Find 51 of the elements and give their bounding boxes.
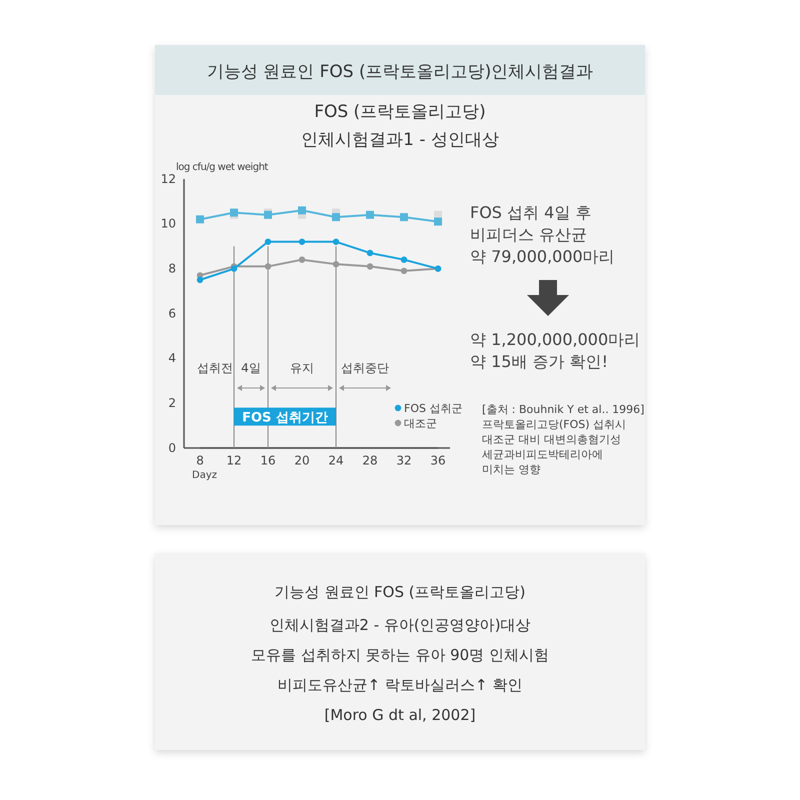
point <box>264 238 272 245</box>
x-tick-label: 28 <box>362 454 378 468</box>
y-tick-label: 6 <box>168 306 176 320</box>
point <box>366 250 374 256</box>
y-tick-label: 4 <box>168 351 176 366</box>
point <box>332 260 340 268</box>
y-tick-label: 12 <box>160 172 176 186</box>
point <box>298 238 306 245</box>
annotation: 4일 <box>241 361 261 375</box>
point <box>400 213 408 222</box>
y-axis-title: log cfu/g wet weight <box>176 162 268 173</box>
legend-label: 대조군 <box>404 417 437 430</box>
text: 약 1,200,000,000마리 약 15배 증가 확인! <box>470 330 640 371</box>
point <box>400 256 408 263</box>
point <box>332 238 340 245</box>
point <box>264 263 272 270</box>
chart-title: 기능성 원료인 FOS (프락토올리고당)인체시험결과 <box>206 62 594 82</box>
text: FOS 섭취 4일 후 비피더스 유산균 약 79,000,000마리 <box>470 203 615 266</box>
text: 모유를 섭취하지 못하는 유아 90명 인체시험 <box>251 646 549 664</box>
text: 인체시험결과2 - 유아(인공영양아)대상 <box>269 616 531 634</box>
text: 비피도유산균↑ 락토바실러스↑ 확인 <box>278 676 522 694</box>
band-label: FOS 섭취기간 <box>242 410 328 426</box>
y-tick-label: 8 <box>168 262 176 276</box>
x-axis-title: Dayz <box>192 470 217 481</box>
point <box>298 206 306 214</box>
x-tick-label: 8 <box>196 454 204 468</box>
x-tick-label: 24 <box>328 454 344 468</box>
x-tick-label: 12 <box>226 454 242 468</box>
point <box>332 213 340 222</box>
point <box>196 215 204 224</box>
x-tick-label: 16 <box>260 454 276 468</box>
chart-subtitle: FOS (프락토올리고당) 인체시험결과1 - 성인대상 <box>301 102 499 150</box>
point <box>196 276 204 284</box>
x-tick-label: 20 <box>294 454 310 468</box>
point <box>298 256 306 263</box>
x-tick-label: 32 <box>396 454 412 468</box>
text: 기능성 원료인 FOS (프락토올리고당) <box>274 583 526 601</box>
point <box>400 268 408 274</box>
y-tick-label: 2 <box>168 396 176 410</box>
y-tick-label: 10 <box>160 216 176 231</box>
point <box>366 263 374 270</box>
x-tick-label: 36 <box>430 454 446 468</box>
annotation: 유지 <box>290 361 314 375</box>
point <box>434 218 442 226</box>
legend-label: FOS 섭취군 <box>404 402 462 415</box>
annotation: 섭취중단 <box>341 361 389 375</box>
text: [출처 : Bouhnik Y et al.. 1996] 프락토올리고당(FOS) 섭취시 대조군 대비 대변의총혐기성 세균과비피도박테리아에 미치는 영향 <box>482 403 644 476</box>
annotation: 섭취전 <box>197 361 233 375</box>
y-tick-label: 0 <box>168 440 176 455</box>
point <box>366 210 374 219</box>
text: [Moro G dt al, 2002] <box>324 706 476 724</box>
